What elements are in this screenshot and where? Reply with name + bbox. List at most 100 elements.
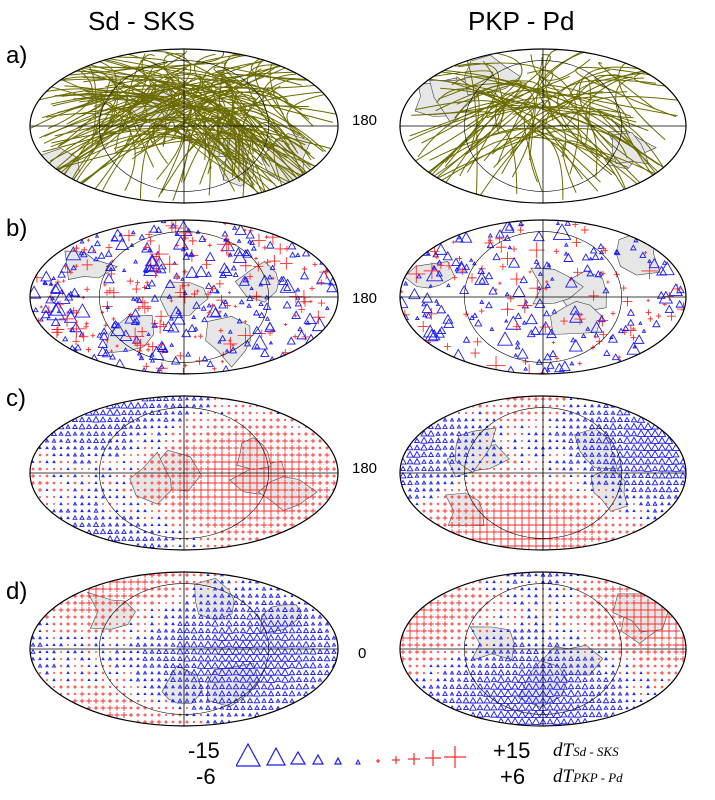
negative-marker — [204, 668, 212, 676]
ray-path — [168, 104, 269, 152]
negative-marker — [631, 486, 637, 492]
positive-marker — [324, 494, 330, 500]
positive-marker — [632, 643, 636, 647]
negative-marker — [105, 304, 111, 309]
negative-marker — [295, 627, 303, 634]
negative-marker — [143, 677, 147, 682]
negative-marker — [219, 593, 225, 598]
negative-marker — [513, 445, 517, 450]
ray-path — [141, 53, 310, 108]
negative-marker — [519, 275, 528, 284]
positive-marker — [548, 453, 552, 457]
positive-marker — [93, 691, 99, 697]
negative-marker — [315, 270, 332, 285]
positive-marker — [164, 516, 168, 520]
positive-marker — [232, 451, 240, 459]
negative-marker — [629, 422, 639, 430]
negative-marker — [309, 661, 317, 669]
negative-marker — [478, 276, 486, 284]
negative-marker — [583, 459, 587, 464]
positive-marker — [465, 468, 467, 470]
negative-marker — [568, 663, 574, 668]
negative-marker — [625, 698, 629, 703]
positive-marker — [332, 460, 336, 464]
ray-path — [569, 77, 591, 146]
positive-marker — [507, 616, 509, 618]
positive-marker — [226, 501, 232, 507]
negative-marker — [149, 635, 155, 640]
negative-marker — [126, 401, 136, 409]
positive-marker — [442, 600, 448, 606]
positive-marker — [604, 537, 608, 541]
negative-marker — [169, 342, 175, 347]
positive-marker — [73, 692, 77, 696]
positive-marker — [443, 488, 447, 492]
positive-marker — [80, 678, 84, 682]
negative-marker — [497, 662, 505, 668]
positive-marker — [109, 461, 111, 463]
negative-marker — [518, 661, 526, 669]
negative-marker — [637, 450, 645, 458]
positive-marker — [324, 480, 330, 486]
positive-marker — [116, 461, 118, 463]
negative-marker — [525, 313, 538, 325]
negative-marker — [442, 250, 453, 261]
negative-marker — [142, 535, 148, 541]
negative-marker — [114, 663, 120, 668]
negative-marker — [400, 295, 409, 309]
positive-marker — [261, 438, 267, 444]
negative-marker — [629, 457, 639, 465]
negative-marker — [589, 417, 595, 422]
positive-marker — [62, 263, 69, 270]
ray-path — [183, 109, 299, 183]
negative-marker — [407, 479, 413, 485]
negative-marker — [533, 648, 539, 654]
negative-marker — [246, 612, 254, 620]
negative-marker — [526, 329, 536, 338]
ray-path — [65, 56, 168, 76]
negative-marker — [567, 717, 575, 725]
map-d-sd-sks — [29, 571, 339, 727]
negative-marker — [562, 417, 566, 422]
positive-marker — [534, 474, 538, 478]
negative-marker — [86, 437, 92, 443]
positive-marker — [297, 432, 301, 436]
negative-marker — [288, 675, 296, 683]
positive-marker — [435, 628, 441, 634]
ray-path — [131, 78, 165, 97]
positive-marker — [652, 642, 658, 648]
negative-marker — [478, 439, 482, 443]
negative-marker — [38, 656, 42, 661]
negative-marker — [232, 676, 240, 683]
negative-marker — [150, 692, 154, 696]
negative-marker — [252, 668, 262, 676]
negative-marker — [44, 438, 50, 443]
negative-marker — [162, 396, 170, 401]
positive-marker — [150, 713, 154, 717]
positive-marker — [476, 528, 484, 536]
negative-marker — [457, 474, 461, 477]
negative-marker — [70, 264, 77, 271]
positive-marker — [484, 501, 490, 507]
positive-marker — [511, 500, 519, 508]
negative-marker — [122, 650, 126, 654]
negative-marker — [129, 642, 133, 647]
negative-marker — [87, 664, 91, 667]
negative-marker — [232, 668, 240, 676]
negative-marker — [504, 669, 512, 675]
negative-marker — [623, 444, 631, 451]
positive-marker — [449, 515, 455, 521]
positive-marker — [470, 494, 476, 500]
negative-marker — [87, 508, 91, 513]
negative-marker — [94, 467, 98, 471]
landmass — [236, 437, 272, 470]
positive-marker — [576, 481, 580, 485]
positive-marker — [232, 500, 240, 508]
positive-marker — [457, 502, 461, 506]
negative-marker — [142, 424, 148, 429]
negative-marker — [552, 223, 572, 240]
positive-marker — [185, 523, 189, 527]
legend-var-sub-sd: Sd - SKS — [573, 744, 619, 759]
positive-marker — [267, 500, 275, 508]
positive-marker — [520, 411, 524, 415]
